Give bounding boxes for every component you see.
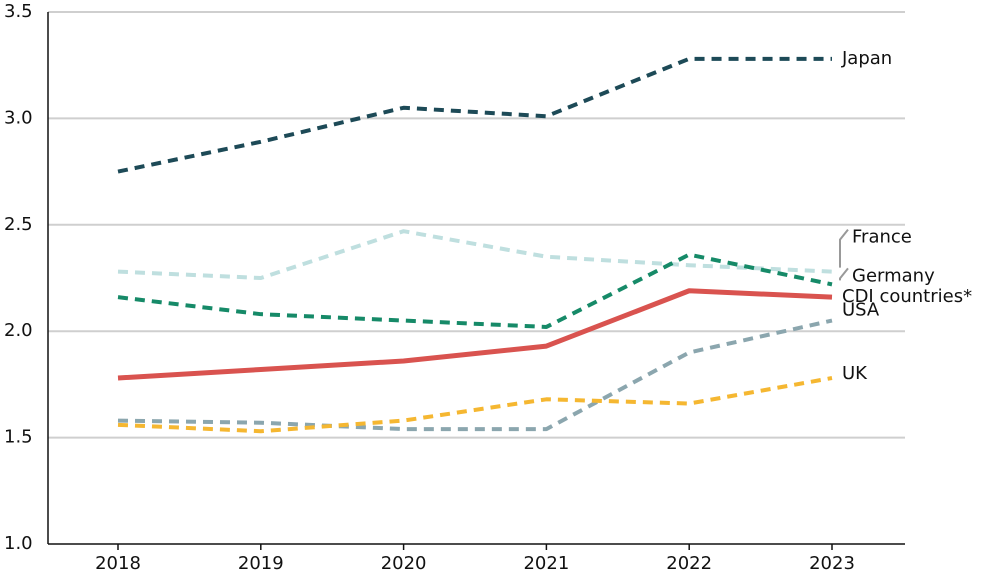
x-tick-label: 2023: [809, 553, 855, 574]
y-tick-label: 1.5: [4, 427, 33, 448]
series-line: [117, 376, 833, 434]
y-tick-label: 2.5: [4, 214, 33, 235]
y-tick-label: 1.0: [4, 533, 33, 554]
label-connector: [839, 267, 849, 281]
series-label: Germany: [852, 265, 935, 286]
series-line: [117, 288, 833, 381]
x-tick-label: 2019: [238, 553, 284, 574]
x-tick-label: 2022: [666, 553, 712, 574]
x-tick-label: 2021: [523, 553, 569, 574]
y-tick-label: 3.5: [4, 1, 33, 22]
series-line: [117, 56, 832, 174]
label-connector: [839, 228, 849, 268]
series-label: France: [852, 227, 912, 248]
series-label: Japan: [841, 48, 892, 69]
y-tick-label: 3.0: [4, 107, 33, 128]
series-label: UK: [842, 363, 868, 384]
series-line: [117, 318, 833, 432]
series-line: [117, 252, 833, 329]
x-tick-label: 2018: [95, 553, 141, 574]
series-label: USA: [842, 300, 880, 321]
series-line: [117, 229, 833, 280]
series-label: CDI countries*: [842, 286, 972, 307]
x-tick-label: 2020: [381, 553, 427, 574]
y-tick-label: 2.0: [4, 320, 33, 341]
